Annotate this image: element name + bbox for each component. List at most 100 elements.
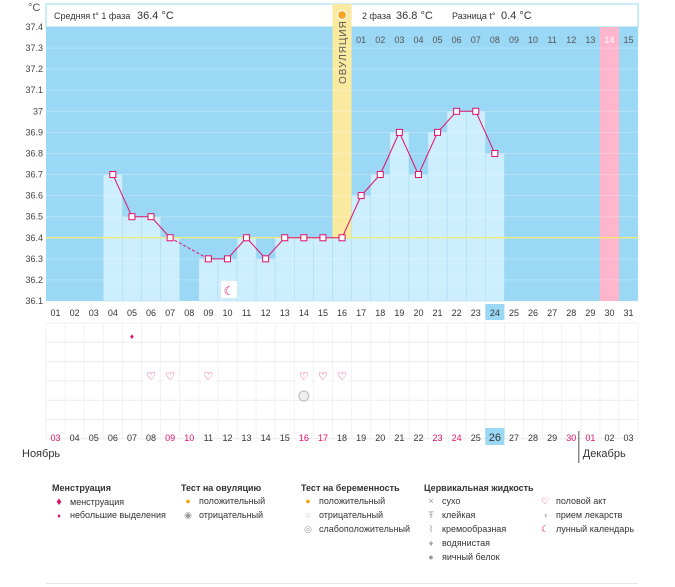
- cycle-day-label: 01: [51, 308, 61, 318]
- legend-intercourse: ♡ половой акт: [538, 496, 606, 507]
- legend-ovulation-negative: ◉ отрицательный: [181, 510, 263, 521]
- y-tick-label: 36.2: [25, 275, 43, 285]
- heart-cell: [144, 367, 159, 383]
- calendar-date-label: 25: [471, 433, 481, 443]
- temperature-line-segment: [227, 237, 247, 260]
- temperature-bar: [446, 111, 467, 302]
- cycle-day-label: 28: [566, 308, 576, 318]
- cycle-day-label: 16: [337, 308, 347, 318]
- y-tick-label: 37: [33, 106, 43, 116]
- moon-icon: ☾: [540, 524, 550, 534]
- heart-cell: [335, 367, 350, 383]
- cycle-day-label: 29: [585, 308, 595, 318]
- cycle-day-label: 19: [394, 308, 404, 318]
- phase2-day-label: 12: [566, 35, 576, 45]
- cycle-day-label: 06: [146, 308, 156, 318]
- cycle-day-label: 12: [261, 308, 271, 318]
- calendar-date-label: 24: [452, 433, 462, 443]
- cycle-day-label: 05: [127, 308, 137, 318]
- temperature-line-segment: [437, 110, 458, 133]
- calendar-date-label: 23: [433, 433, 443, 443]
- cycle-day-label: 04: [108, 308, 118, 318]
- calendar-date-label: 20: [375, 433, 385, 443]
- phase2-day-label: 15: [624, 35, 634, 45]
- temperature-point: [338, 234, 346, 242]
- legend-spotting-item: ♦ небольшие выделения: [52, 510, 166, 520]
- y-tick-label: 36.5: [25, 212, 43, 222]
- cycle-day-label: 27: [547, 308, 557, 318]
- calendar-date-label: 17: [318, 433, 328, 443]
- temperature-point: [243, 234, 251, 242]
- y-unit-label: °C: [28, 2, 40, 14]
- temperature-point: [414, 171, 422, 179]
- heart-icon: ♡: [299, 371, 309, 383]
- ovulation-column: [332, 27, 352, 301]
- temperature-point: [166, 234, 174, 242]
- cycle-day-label: 20: [413, 308, 423, 318]
- calendar-date-label: 12: [222, 433, 232, 443]
- bottom-divider: [46, 583, 638, 584]
- cycle-day-label: 31: [624, 308, 634, 318]
- temperature-bar: [160, 237, 180, 302]
- heart-icon: ♡: [540, 496, 550, 506]
- temperature-point: [376, 171, 384, 179]
- legend-cervical-watery: ♦ водянистая: [424, 538, 490, 548]
- phase2-day-label: 07: [471, 35, 481, 45]
- month-right-label: Декабрь: [583, 448, 626, 460]
- ovulation-positive-icon: ●: [185, 496, 191, 506]
- diff-label: Разница t°: [452, 11, 496, 21]
- y-tick-label: 37.3: [25, 43, 43, 53]
- temperature-point: [472, 107, 480, 115]
- temperature-line-segment: [379, 132, 400, 175]
- cycle-day-label: 26: [528, 308, 538, 318]
- y-tick-label: 36.6: [25, 191, 43, 201]
- calendar-date-label: 18: [337, 433, 347, 443]
- heart-cell: [315, 367, 330, 383]
- cycle-day-label: 21: [433, 308, 443, 318]
- calendar-date-label: 03: [624, 433, 634, 443]
- phase2-day-label: 06: [452, 35, 462, 45]
- temperature-bar: [485, 153, 505, 302]
- temperature-point: [204, 255, 212, 263]
- phase2-day-label: 08: [490, 35, 500, 45]
- temperature-line-segment: [265, 237, 286, 260]
- cycle-day-label: 17: [356, 308, 366, 318]
- cycle-day-label: 15: [318, 308, 328, 318]
- y-tick-label: 36.1: [25, 296, 43, 306]
- y-tick-label: 36.8: [25, 148, 43, 158]
- legend-pregnancy-positive: ● положительный: [301, 496, 385, 506]
- ovulation-sun-icon: [336, 9, 348, 21]
- month-left-label: Ноябрь: [22, 448, 60, 460]
- calendar-date-label: 09: [165, 433, 175, 443]
- calendar-date-label: 22: [413, 433, 423, 443]
- pregnancy-positive-icon: ●: [305, 496, 311, 506]
- temperature-point: [395, 128, 403, 136]
- temperature-line-segment: [246, 237, 267, 260]
- ovulation-vertical-label: ОВУЛЯЦИЯ: [338, 20, 349, 84]
- bbt-chart: Средняя t° 1 фаза 36.4 °C 2 фаза 36.8 °C Раз…: [22, 2, 639, 463]
- calendar-date-label: 27: [509, 433, 519, 443]
- temperature-point: [147, 213, 155, 221]
- heart-icon: ♡: [146, 371, 156, 383]
- legend-cervical-dry: × сухо: [424, 496, 460, 506]
- temperature-line-segment: [150, 216, 171, 239]
- heart-cell: [296, 367, 311, 383]
- temperature-line-segment: [398, 132, 419, 175]
- cycle-day-label: 03: [89, 308, 99, 318]
- temperature-point: [128, 213, 136, 221]
- spotting-drop-icon: ♦: [130, 332, 134, 341]
- calendar-date-label: 11: [204, 433, 213, 443]
- phase2-day-label: 01: [356, 35, 366, 45]
- temperature-bar: [465, 111, 486, 302]
- temperature-line-segment: [475, 111, 496, 154]
- y-tick-label: 37.4: [25, 22, 43, 32]
- phase2-day-label: 13: [585, 35, 595, 45]
- creamy-icon: ⌇: [428, 524, 434, 534]
- phase1-avg: 36.4 °C: [137, 10, 174, 22]
- calendar-date-label: 10: [184, 433, 194, 443]
- pill-icon: ◑: [542, 510, 548, 520]
- phase2-day-label: 11: [547, 35, 556, 45]
- cycle-day-label: 10: [222, 308, 232, 318]
- legend-menstruation-title: Менструация: [52, 483, 111, 493]
